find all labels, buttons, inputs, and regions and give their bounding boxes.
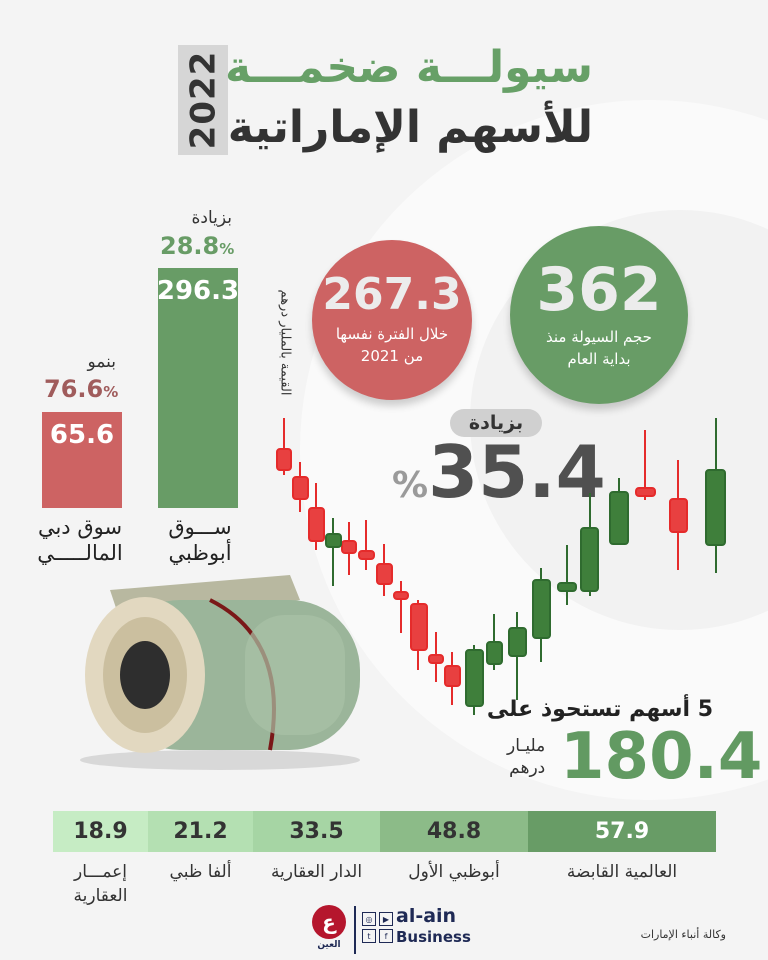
top-stocks-total: 180.4 [560, 720, 763, 794]
money-roll-image [80, 575, 360, 770]
abu-dhabi-change-label: بزيادة [191, 208, 233, 228]
al-ain-logo-text: العين [317, 940, 341, 950]
stock-value-emaar: 18.9 [53, 811, 148, 852]
footer-divider [354, 906, 356, 954]
stock-value-fab: 48.8 [380, 811, 528, 852]
stock-name-ihc: العالمية القابضة [566, 862, 678, 882]
previous-caption: خلال الفترة نفسها من 2021 [335, 325, 449, 365]
dubai-bar: 65.6 [42, 412, 122, 508]
youtube-icon: ▶ [379, 912, 393, 926]
total-value: 362 [536, 255, 662, 325]
data-source: وكالة أنباء الإمارات [640, 928, 726, 941]
top-stocks-bar: 18.9 21.2 33.5 48.8 57.9 [53, 811, 716, 852]
al-ain-logo-icon: ع [312, 905, 346, 939]
stock-name-fab: أبوظبي الأول [408, 862, 500, 882]
social-icons: ◎ ▶ t f [362, 912, 393, 943]
abu-dhabi-bar: 296.3 [156, 268, 240, 508]
top-stocks-unit: مليـار درهم [507, 736, 546, 778]
dubai-change: 76.6% [44, 375, 119, 403]
abu-dhabi-change: 28.8% [160, 232, 235, 260]
top-stocks-names: إعمـــار العقارية ألفا ظبي الدار العقاري… [53, 860, 716, 908]
stock-value-aldar: 33.5 [253, 811, 380, 852]
stock-name-alpha-dhabi: ألفا ظبي [169, 862, 232, 882]
growth-label-pill: بزيادة [450, 409, 542, 437]
top-stocks-headline: 5 أسهم تستحوذ على [486, 697, 713, 722]
stock-value-ihc: 57.9 [528, 811, 716, 852]
title-line-1: سيولـــة ضخمـــة [225, 42, 593, 93]
dubai-label: سوق دبي المالـــــي [37, 515, 123, 565]
title-line-2: للأسهم الإماراتية [227, 102, 593, 153]
instagram-icon: ◎ [362, 912, 376, 926]
brand-subtitle: Business [396, 928, 471, 946]
previous-value: 267.3 [322, 269, 462, 320]
stock-name-emaar: إعمـــار العقارية [73, 862, 128, 906]
total-caption: حجم السيولة منذ بداية العام [546, 328, 652, 368]
dubai-value: 65.6 [49, 420, 115, 450]
growth-percent: %35.4 [392, 430, 606, 514]
twitter-icon: t [362, 929, 376, 943]
brand-name: al-ain [396, 905, 457, 927]
abu-dhabi-value: 296.3 [156, 276, 240, 306]
dubai-change-label: بنمو [87, 352, 116, 372]
facebook-icon: f [379, 929, 393, 943]
abu-dhabi-label: ســـوق أبوظبي [168, 515, 232, 565]
stock-value-alpha-dhabi: 21.2 [148, 811, 253, 852]
previous-year-circle: 267.3 خلال الفترة نفسها من 2021 [312, 240, 472, 400]
total-liquidity-circle: 362 حجم السيولة منذ بداية العام [510, 226, 688, 404]
year-badge: 2022 [178, 45, 228, 155]
stock-name-aldar: الدار العقارية [270, 862, 363, 882]
